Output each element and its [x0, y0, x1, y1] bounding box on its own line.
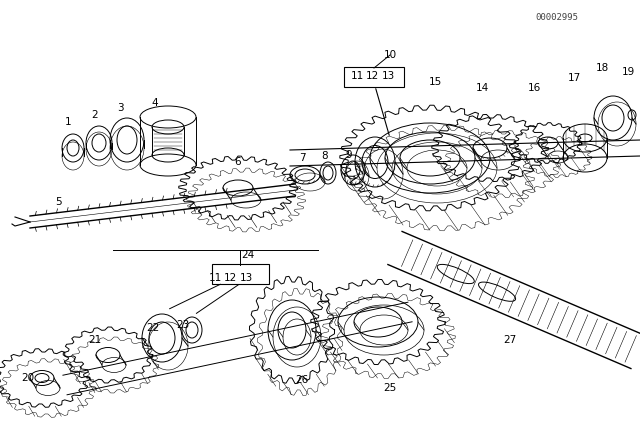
Text: 7: 7 — [299, 153, 305, 163]
Text: 12: 12 — [223, 273, 237, 283]
Text: 24: 24 — [241, 250, 255, 260]
Text: 10: 10 — [383, 50, 397, 60]
Text: 13: 13 — [239, 273, 253, 283]
Text: 9: 9 — [346, 150, 352, 160]
Text: 4: 4 — [152, 98, 158, 108]
Text: 21: 21 — [88, 335, 102, 345]
Text: 00002995: 00002995 — [535, 13, 579, 22]
Text: 13: 13 — [381, 71, 395, 81]
Text: 19: 19 — [621, 67, 635, 77]
Text: 23: 23 — [177, 320, 189, 330]
Text: 20: 20 — [21, 373, 35, 383]
Text: 16: 16 — [527, 83, 541, 93]
Text: 15: 15 — [428, 77, 442, 87]
Text: 11: 11 — [350, 71, 364, 81]
Text: 22: 22 — [147, 323, 159, 333]
Text: 11: 11 — [209, 273, 221, 283]
Text: 14: 14 — [476, 83, 488, 93]
Text: 25: 25 — [383, 383, 397, 393]
Text: 12: 12 — [365, 71, 379, 81]
Text: 3: 3 — [116, 103, 124, 113]
Text: 5: 5 — [54, 197, 61, 207]
Text: 18: 18 — [595, 63, 609, 73]
Text: 6: 6 — [235, 157, 241, 167]
Text: 1: 1 — [65, 117, 71, 127]
Text: 8: 8 — [322, 151, 328, 161]
Text: 2: 2 — [92, 110, 99, 120]
Text: 17: 17 — [568, 73, 580, 83]
Text: 27: 27 — [504, 335, 516, 345]
Text: 26: 26 — [296, 375, 308, 385]
